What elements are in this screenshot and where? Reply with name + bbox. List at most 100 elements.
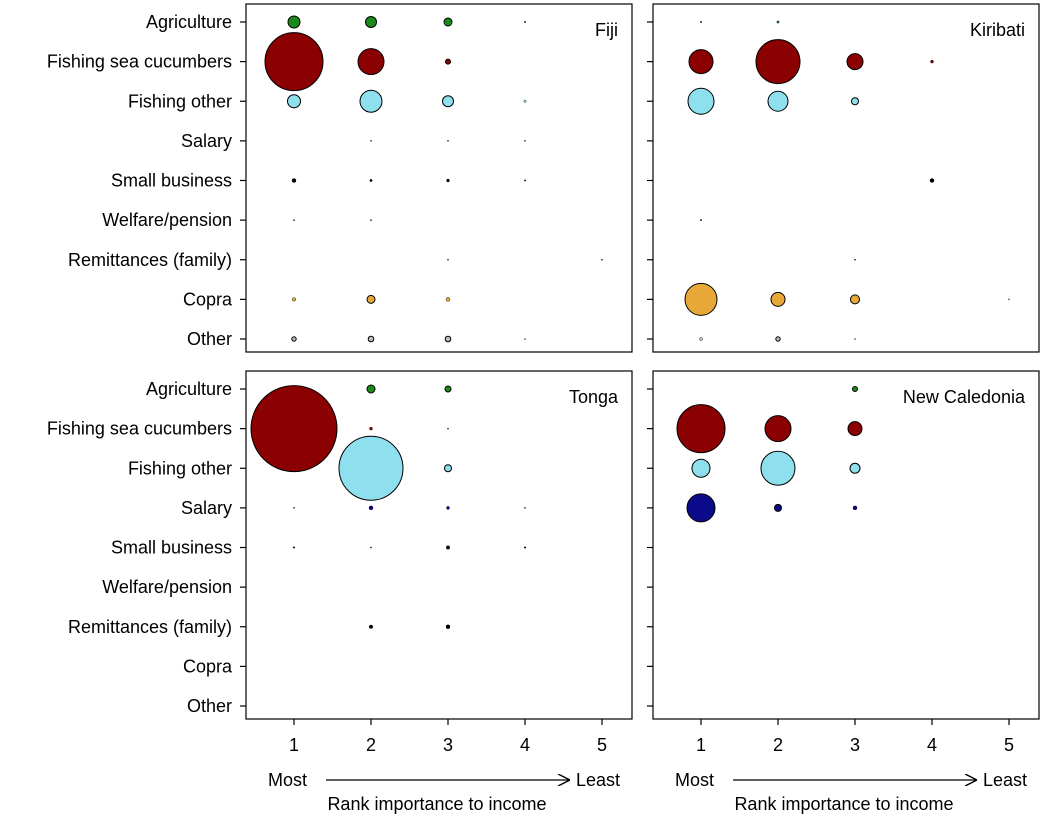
bubble-agriculture-rank-3 — [852, 386, 858, 392]
bubble-fishing-sea-cucumbers-rank-3 — [447, 427, 449, 430]
x-end-label-least: Least — [983, 770, 1027, 790]
x-axis-label: Rank importance to income — [734, 794, 953, 814]
bubble-fishing-sea-cucumbers-rank-3 — [445, 58, 451, 65]
bubble-small-business-rank-1 — [291, 178, 297, 183]
bubble-copra-rank-1 — [292, 297, 297, 302]
x-tick-label: 1 — [289, 735, 299, 755]
y-tick-label: Salary — [181, 498, 232, 518]
bubble-agriculture-rank-2 — [776, 20, 780, 24]
x-tick-label: 1 — [696, 735, 706, 755]
bubble-welfare-pension-rank-1 — [700, 219, 702, 222]
x-end-label-most: Most — [675, 770, 714, 790]
y-tick-label: Remittances (family) — [68, 617, 232, 637]
bubble-fishing-sea-cucumbers-rank-1 — [250, 385, 338, 473]
bubble-fishing-sea-cucumbers-rank-2 — [369, 426, 373, 431]
bubble-remittances-family-rank-3 — [854, 258, 856, 261]
bubble-fishing-sea-cucumbers-rank-1 — [688, 49, 714, 75]
bubble-fishing-other-rank-3 — [442, 95, 454, 108]
y-tick-label: Remittances (family) — [68, 250, 232, 270]
bubble-salary-rank-3 — [446, 506, 450, 510]
bubble-welfare-pension-rank-1 — [293, 219, 295, 221]
bubble-fishing-sea-cucumbers-rank-2 — [755, 39, 801, 85]
y-tick-label: Copra — [183, 656, 233, 676]
bubble-salary-rank-2 — [368, 505, 374, 511]
bubble-copra-rank-1 — [684, 282, 718, 316]
bubble-salary-rank-3 — [852, 505, 858, 511]
bubble-small-business-rank-4 — [929, 178, 935, 183]
x-tick-label: 2 — [366, 735, 376, 755]
y-tick-label: Fishing sea cucumbers — [47, 52, 232, 72]
bubble-fishing-sea-cucumbers-rank-3 — [846, 53, 864, 71]
bubble-small-business-rank-3 — [446, 178, 450, 183]
y-tick-label: Salary — [181, 131, 232, 151]
panel-title-tonga: Tonga — [569, 387, 619, 407]
bubble-small-business-rank-4 — [524, 546, 527, 549]
bubble-salary-rank-2 — [774, 503, 782, 512]
panel-title-new-caledonia: New Caledonia — [903, 387, 1026, 407]
bubble-salary-rank-4 — [524, 507, 526, 509]
bubble-salary-rank-1 — [293, 507, 295, 509]
bubble-copra-rank-5 — [1008, 298, 1010, 301]
y-tick-label: Small business — [111, 171, 232, 191]
panel-frame-new-caledonia — [652, 370, 1040, 720]
bubble-fishing-other-rank-3 — [851, 97, 859, 106]
bubble-fishing-sea-cucumbers-rank-4 — [930, 59, 934, 64]
bubble-fishing-sea-cucumbers-rank-1 — [264, 32, 324, 92]
x-tick-label: 4 — [927, 735, 937, 755]
y-tick-label: Small business — [111, 538, 232, 558]
bubble-other-rank-2 — [367, 335, 375, 343]
x-tick-label: 3 — [443, 735, 453, 755]
y-tick-label: Other — [187, 329, 232, 349]
bubble-small-business-rank-3 — [446, 545, 451, 550]
bubble-agriculture-rank-2 — [365, 16, 377, 28]
bubble-fishing-other-rank-2 — [338, 435, 404, 501]
bubble-agriculture-rank-2 — [366, 384, 376, 394]
bubble-agriculture-rank-1 — [287, 15, 301, 29]
bubble-copra-rank-2 — [770, 291, 786, 307]
bubble-small-business-rank-2 — [370, 546, 372, 549]
bubble-small-business-rank-2 — [369, 179, 373, 182]
x-tick-label: 2 — [773, 735, 783, 755]
bubble-fishing-other-rank-2 — [760, 450, 796, 486]
bubble-remittances-family-rank-2 — [369, 624, 374, 629]
bubble-fishing-sea-cucumbers-rank-1 — [676, 404, 726, 454]
y-tick-label: Copra — [183, 289, 233, 309]
x-tick-label: 5 — [597, 735, 607, 755]
bubble-remittances-family-rank-3 — [447, 258, 449, 261]
bubble-fishing-other-rank-2 — [767, 90, 789, 112]
bubble-salary-rank-2 — [370, 140, 372, 142]
bubble-welfare-pension-rank-2 — [370, 219, 372, 221]
bubble-agriculture-rank-3 — [443, 17, 453, 27]
panel-frame-fiji — [245, 3, 633, 353]
bubble-other-rank-1 — [291, 336, 297, 342]
panel-title-fiji: Fiji — [595, 20, 618, 40]
bubble-fishing-other-rank-1 — [287, 94, 301, 109]
bubble-fishing-other-rank-4 — [523, 99, 527, 103]
x-tick-label: 3 — [850, 735, 860, 755]
x-end-label-most: Most — [268, 770, 307, 790]
bubble-fishing-other-rank-3 — [444, 464, 452, 473]
x-tick-label: 5 — [1004, 735, 1014, 755]
bubble-copra-rank-3 — [850, 294, 860, 305]
bubble-fishing-other-rank-2 — [359, 89, 383, 113]
bubble-salary-rank-4 — [524, 140, 526, 142]
bubble-small-business-rank-1 — [293, 546, 296, 549]
x-axis-label: Rank importance to income — [327, 794, 546, 814]
x-tick-label: 4 — [520, 735, 530, 755]
bubble-other-rank-2 — [775, 336, 781, 342]
bubble-fishing-other-rank-1 — [691, 458, 711, 478]
bubble-small-business-rank-4 — [524, 179, 526, 182]
panel-frame-kiribati — [652, 3, 1040, 353]
x-end-label-least: Least — [576, 770, 620, 790]
bubble-fishing-sea-cucumbers-rank-2 — [764, 415, 792, 443]
bubble-other-rank-3 — [444, 335, 452, 343]
bubble-other-rank-1 — [699, 337, 703, 341]
y-tick-label: Welfare/pension — [102, 210, 232, 230]
bubble-agriculture-rank-4 — [524, 21, 527, 24]
y-tick-label: Welfare/pension — [102, 577, 232, 597]
bubble-remittances-family-rank-5 — [601, 258, 603, 261]
bubble-other-rank-4 — [524, 338, 526, 340]
bubble-other-rank-3 — [854, 338, 856, 340]
y-tick-label: Fishing other — [128, 458, 232, 478]
